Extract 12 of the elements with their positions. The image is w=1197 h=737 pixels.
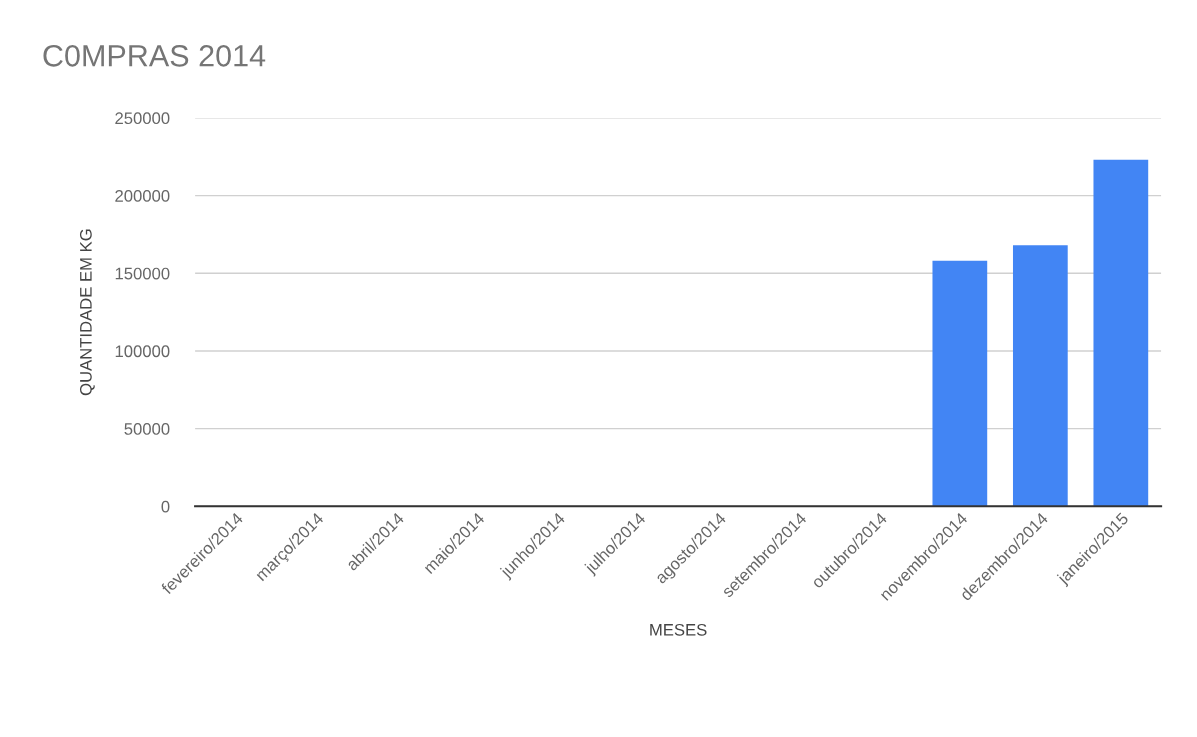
bar	[1093, 159, 1149, 507]
bar	[1012, 245, 1068, 507]
y-tick-label: 100000	[115, 345, 170, 358]
y-tick-label: 50000	[124, 423, 170, 435]
y-tick-label: 200000	[115, 190, 170, 202]
y-axis-title: QUANTIDADE EM KG	[79, 229, 95, 396]
y-tick-label: 250000	[115, 112, 170, 125]
y-tick-label: 150000	[115, 267, 170, 280]
x-axis-title: MESES	[650, 623, 707, 636]
bar	[932, 260, 988, 507]
chart-title: C0MPRAS 2014	[43, 44, 266, 67]
y-tick-label: 0	[161, 500, 170, 513]
